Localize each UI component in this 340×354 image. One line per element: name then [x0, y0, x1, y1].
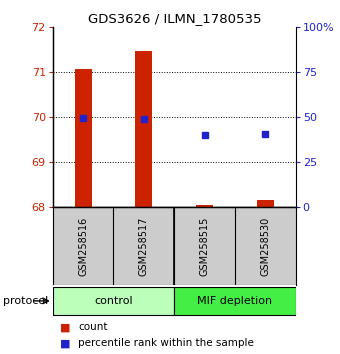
Text: GSM258516: GSM258516 — [78, 216, 88, 276]
Text: control: control — [94, 296, 133, 306]
Text: ■: ■ — [59, 338, 70, 348]
Text: ■: ■ — [59, 322, 70, 332]
Bar — [53, 287, 174, 315]
Title: GDS3626 / ILMN_1780535: GDS3626 / ILMN_1780535 — [87, 12, 261, 25]
Text: MIF depletion: MIF depletion — [198, 296, 273, 306]
Text: GSM258517: GSM258517 — [139, 216, 149, 276]
Bar — [257, 200, 274, 207]
Text: count: count — [78, 322, 108, 332]
Text: GSM258530: GSM258530 — [260, 216, 270, 276]
Bar — [174, 287, 296, 315]
Bar — [135, 51, 152, 207]
Text: GSM258515: GSM258515 — [200, 216, 210, 276]
Bar — [196, 205, 213, 207]
Bar — [74, 69, 91, 207]
Text: protocol: protocol — [3, 296, 49, 306]
Text: percentile rank within the sample: percentile rank within the sample — [78, 338, 254, 348]
